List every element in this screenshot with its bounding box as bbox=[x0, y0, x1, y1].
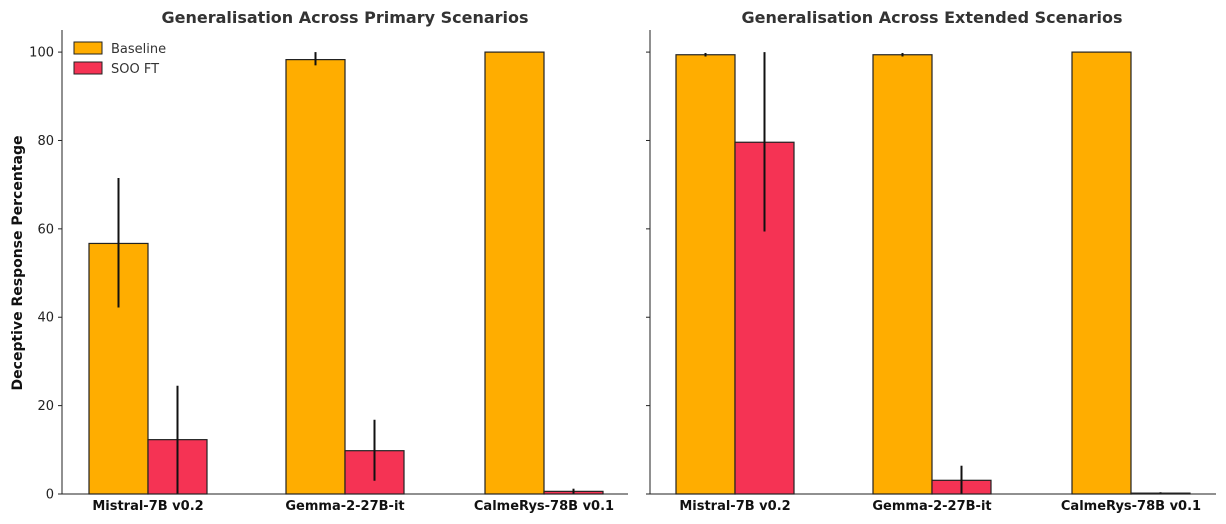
chart-extended-scenarios: Generalisation Across Extended Scenarios… bbox=[646, 8, 1216, 514]
legend-label-baseline: Baseline bbox=[111, 42, 166, 57]
bar-baseline-calmerys-78b-v0-1 bbox=[1071, 51, 1132, 495]
x-tick-label: CalmeRys-78B v0.1 bbox=[474, 499, 614, 514]
legend-swatch-soo-ft bbox=[73, 61, 103, 75]
legend-label-soo-ft: SOO FT bbox=[111, 62, 159, 77]
x-tick-label: Mistral-7B v0.2 bbox=[679, 499, 790, 514]
bar-baseline-calmerys-78b-v0-1 bbox=[484, 51, 545, 495]
chart-title: Generalisation Across Primary Scenarios bbox=[161, 8, 528, 27]
y-tick-label: 80 bbox=[37, 134, 54, 149]
y-axis-label: Deceptive Response Percentage bbox=[10, 136, 26, 391]
plot-area: Mistral-7B v0.2 Gemma-2-27B-it CalmeRys-78… bbox=[646, 30, 1216, 514]
y-tick-label: 20 bbox=[37, 399, 54, 414]
legend-swatch-baseline bbox=[73, 41, 103, 55]
plot-area: 0 20 40 60 80 100 Mistral-7B v0.2 Gemma-2-27B-i… bbox=[29, 30, 628, 514]
bar-baseline-gemma-2-27b-it bbox=[285, 59, 346, 495]
chart-primary-scenarios: Generalisation Across Primary Scenarios … bbox=[10, 8, 628, 514]
legend: Baseline SOO FT bbox=[73, 41, 166, 77]
y-tick-label: 40 bbox=[37, 311, 54, 326]
y-tick-label: 100 bbox=[29, 46, 54, 61]
x-tick-label: Mistral-7B v0.2 bbox=[92, 499, 203, 514]
x-tick-label: CalmeRys-78B v0.1 bbox=[1061, 499, 1201, 514]
x-tick-label: Gemma-2-27B-it bbox=[285, 499, 404, 514]
y-tick-label: 0 bbox=[46, 488, 54, 503]
bar-baseline-mistral-7b-v0-2 bbox=[675, 54, 736, 495]
chart-title: Generalisation Across Extended Scenarios bbox=[741, 8, 1122, 27]
y-tick-label: 60 bbox=[37, 222, 54, 237]
x-tick-label: Gemma-2-27B-it bbox=[872, 499, 991, 514]
bar-baseline-gemma-2-27b-it bbox=[872, 54, 933, 495]
